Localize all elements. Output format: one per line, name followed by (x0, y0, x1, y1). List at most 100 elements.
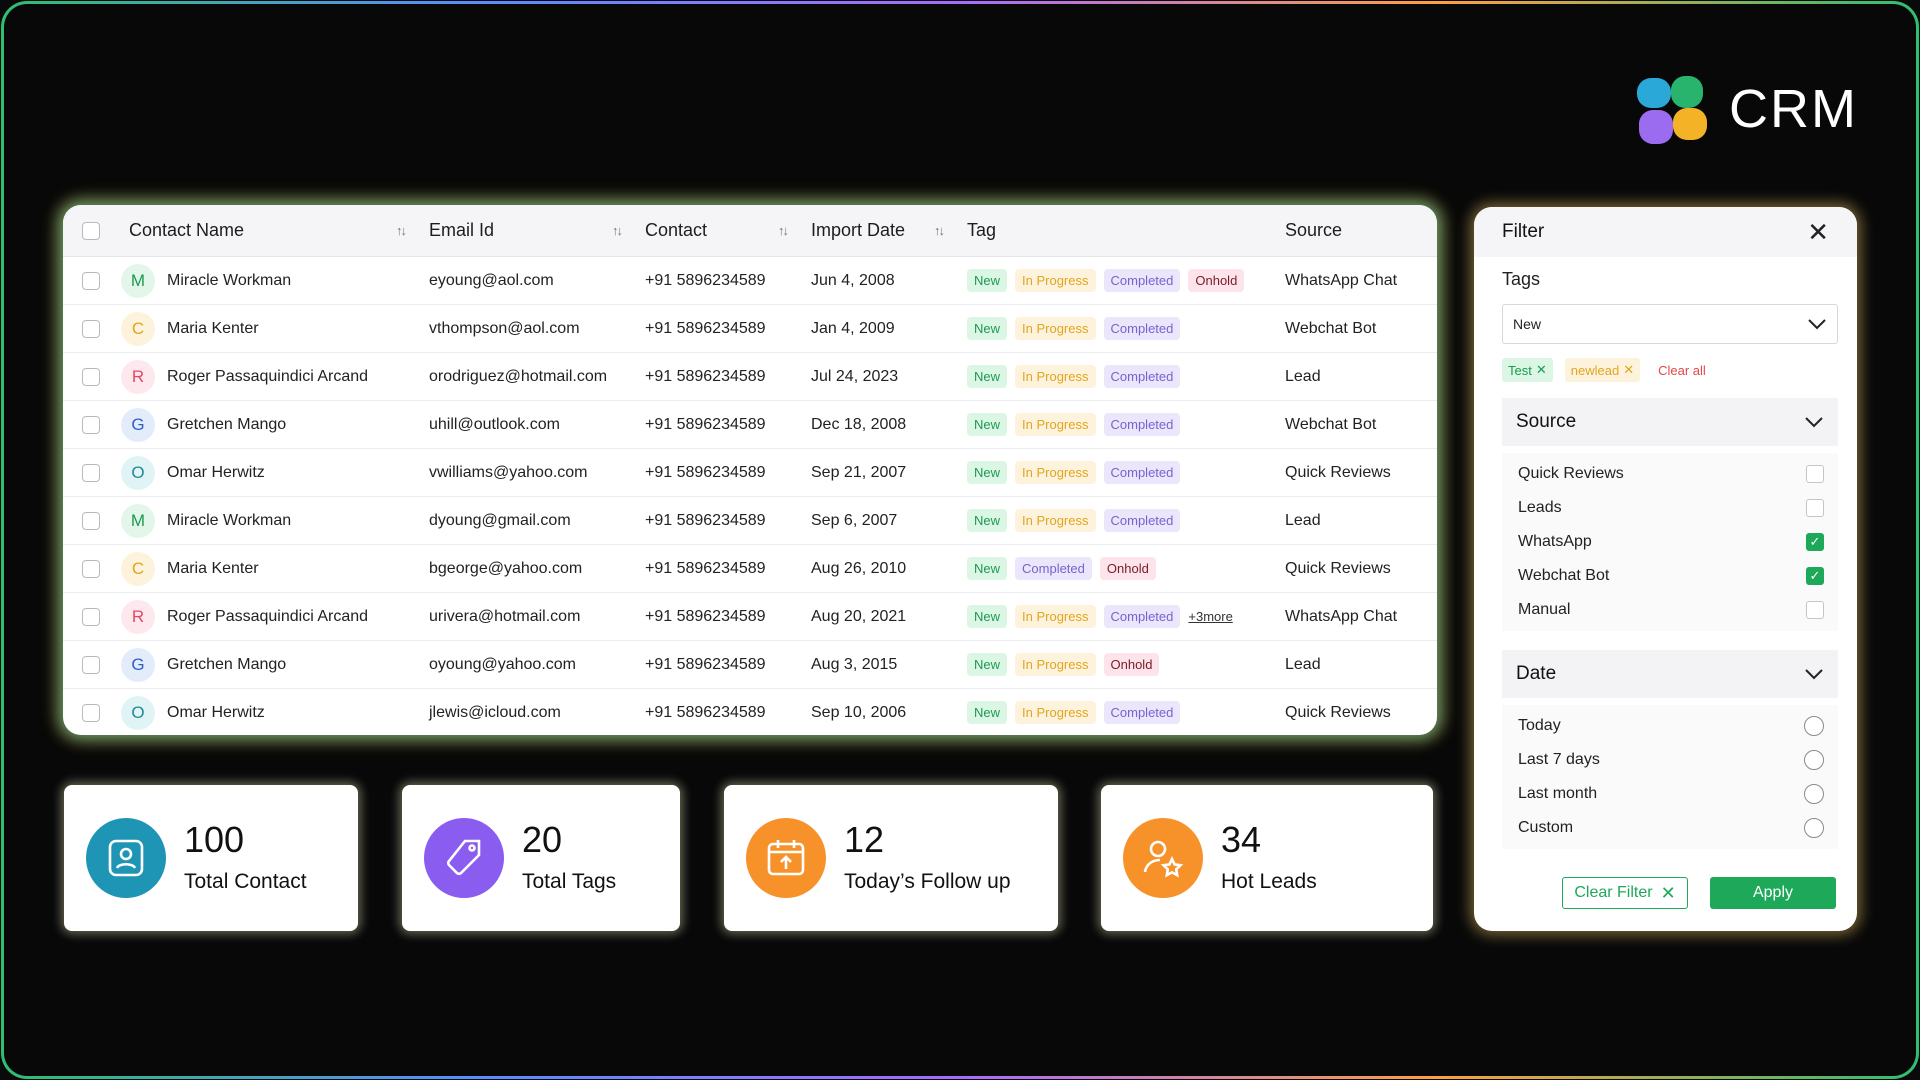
tags-select[interactable]: New (1502, 304, 1838, 344)
brand-logo: CRM (1633, 76, 1858, 144)
close-icon[interactable]: ✕ (1807, 217, 1829, 247)
source-cell: WhatsApp Chat (1285, 607, 1398, 625)
more-tags-link[interactable]: +3more (1188, 609, 1233, 624)
date-option[interactable]: Last month (1502, 777, 1838, 811)
table-row[interactable]: M Miracle Workman dyoung@gmail.com +91 5… (63, 497, 1437, 545)
table-row[interactable]: M Miracle Workman eyoung@aol.com +91 589… (63, 257, 1437, 305)
row-checkbox[interactable] (82, 559, 100, 578)
date-cell: Jul 24, 2023 (811, 367, 899, 385)
tag-badge: In Progress (1015, 317, 1096, 340)
row-checkbox[interactable] (82, 655, 100, 674)
row-checkbox[interactable] (82, 367, 100, 386)
tag-badge: Completed (1103, 605, 1181, 628)
table-row[interactable]: C Maria Kenter bgeorge@yahoo.com +91 589… (63, 545, 1437, 593)
source-option[interactable]: Leads (1502, 491, 1838, 525)
stat-label: Today’s Follow up (844, 870, 1011, 893)
filter-panel: Filter ✕ Tags New Test ✕ newlead ✕ Clear… (1474, 207, 1857, 931)
col-header-email[interactable]: Email Id ↑↓ (429, 220, 623, 240)
phone-cell: +91 5896234589 (645, 559, 766, 577)
apply-button[interactable]: Apply (1710, 877, 1836, 909)
tag-badge: New (967, 653, 1008, 676)
date-option[interactable]: Today (1502, 709, 1838, 743)
select-all-checkbox[interactable] (82, 221, 100, 240)
table-row[interactable]: G Gretchen Mango oyoung@yahoo.com +91 58… (63, 641, 1437, 689)
sort-icon[interactable]: ↑↓ (778, 223, 789, 238)
filter-header: Filter ✕ (1474, 207, 1857, 257)
source-option[interactable]: WhatsApp ✓ (1502, 525, 1838, 559)
phone-cell: +91 5896234589 (645, 607, 766, 625)
table-row[interactable]: R Roger Passaquindici Arcand urivera@hot… (63, 593, 1437, 641)
tag-badge: Onhold (1103, 653, 1160, 676)
tag-badge: Completed (1103, 413, 1181, 436)
radio-button[interactable] (1804, 784, 1824, 804)
col-header-contact[interactable]: Contact ↑↓ (645, 220, 789, 240)
stat-card-total-tags[interactable]: 20 Total Tags (402, 785, 680, 931)
email-cell: eyoung@aol.com (429, 271, 554, 289)
checkbox[interactable] (1806, 465, 1824, 483)
source-option[interactable]: Webchat Bot ✓ (1502, 559, 1838, 593)
checkbox-checked[interactable]: ✓ (1806, 533, 1824, 551)
date-section-toggle[interactable]: Date (1502, 650, 1838, 698)
avatar: C (121, 311, 155, 346)
row-checkbox[interactable] (82, 511, 100, 530)
contact-name: Miracle Workman (167, 511, 292, 529)
clear-filter-button[interactable]: Clear Filter ✕ (1562, 877, 1688, 909)
clear-all-link[interactable]: Clear all (1658, 362, 1706, 378)
tag-badge: In Progress (1015, 413, 1096, 436)
email-cell: jlewis@icloud.com (429, 703, 561, 721)
contact-name: Omar Herwitz (167, 703, 265, 721)
checkbox[interactable] (1806, 499, 1824, 517)
row-checkbox[interactable] (82, 415, 100, 434)
tag-chip-test[interactable]: Test ✕ (1502, 358, 1553, 382)
tag-badge: In Progress (1015, 605, 1096, 628)
col-header-date[interactable]: Import Date ↑↓ (811, 220, 945, 240)
checkbox[interactable] (1806, 601, 1824, 619)
source-option[interactable]: Manual (1502, 593, 1838, 627)
table-row[interactable]: R Roger Passaquindici Arcand orodriguez@… (63, 353, 1437, 401)
stat-card-hot-leads[interactable]: 34 Hot Leads (1101, 785, 1433, 931)
date-option[interactable]: Custom (1502, 811, 1838, 845)
tag-badge: Completed (1103, 317, 1181, 340)
table-row[interactable]: C Maria Kenter vthompson@aol.com +91 589… (63, 305, 1437, 353)
stat-label: Total Contact (184, 870, 307, 893)
source-cell: Lead (1285, 511, 1321, 529)
row-checkbox[interactable] (82, 319, 100, 338)
row-checkbox[interactable] (82, 703, 100, 722)
email-cell: oyoung@yahoo.com (429, 655, 576, 673)
stat-card-followup[interactable]: 12 Today’s Follow up (724, 785, 1058, 931)
phone-cell: +91 5896234589 (645, 271, 766, 289)
radio-button[interactable] (1804, 716, 1824, 736)
source-section-toggle[interactable]: Source (1502, 398, 1838, 446)
source-cell: Quick Reviews (1285, 703, 1391, 721)
tag-badge: New (967, 509, 1008, 532)
remove-icon[interactable]: ✕ (1623, 362, 1635, 377)
brand-name: CRM (1729, 79, 1858, 139)
radio-button[interactable] (1804, 750, 1824, 770)
table-row[interactable]: O Omar Herwitz jlewis@icloud.com +91 589… (63, 689, 1437, 735)
source-option[interactable]: Quick Reviews (1502, 457, 1838, 491)
email-cell: orodriguez@hotmail.com (429, 367, 608, 385)
table-row[interactable]: G Gretchen Mango uhill@outlook.com +91 5… (63, 401, 1437, 449)
col-header-name[interactable]: Contact Name ↑↓ (129, 220, 407, 240)
stat-card-total-contact[interactable]: 100 Total Contact (64, 785, 358, 931)
tags-cell: New In Progress Completed (957, 509, 1277, 532)
checkbox-checked[interactable]: ✓ (1806, 567, 1824, 585)
avatar: C (121, 551, 155, 586)
sort-icon[interactable]: ↑↓ (396, 223, 407, 238)
table-row[interactable]: O Omar Herwitz vwilliams@yahoo.com +91 5… (63, 449, 1437, 497)
date-cell: Jun 4, 2008 (811, 271, 895, 289)
remove-icon[interactable]: ✕ (1535, 362, 1547, 377)
phone-cell: +91 5896234589 (645, 463, 766, 481)
row-checkbox[interactable] (82, 607, 100, 626)
sort-icon[interactable]: ↑↓ (612, 223, 623, 238)
source-cell: Webchat Bot (1285, 415, 1377, 433)
tags-cell: New In Progress Completed (957, 413, 1277, 436)
tag-chip-newlead[interactable]: newlead ✕ (1564, 358, 1641, 382)
email-cell: bgeorge@yahoo.com (429, 559, 583, 577)
radio-button[interactable] (1804, 818, 1824, 838)
stat-label: Total Tags (522, 870, 617, 893)
row-checkbox[interactable] (82, 463, 100, 482)
date-option[interactable]: Last 7 days (1502, 743, 1838, 777)
sort-icon[interactable]: ↑↓ (934, 223, 945, 238)
row-checkbox[interactable] (82, 271, 100, 290)
